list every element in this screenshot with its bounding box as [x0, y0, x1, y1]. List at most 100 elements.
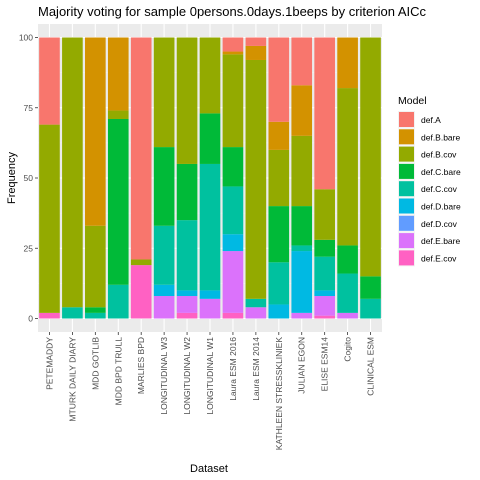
bar-segment: [107, 110, 129, 119]
bar-segment: [360, 276, 381, 299]
y-axis: 0 25 50 75 100: [19, 33, 38, 324]
bar-segment: [337, 312, 358, 319]
legend-swatch: [399, 163, 414, 179]
bars: [39, 37, 381, 319]
bar-segment: [245, 307, 267, 319]
x-tick-label: PETEMADDY: [44, 337, 54, 390]
bar-segment: [130, 265, 152, 319]
bar-segment: [222, 37, 244, 52]
bar-segment: [291, 312, 313, 319]
bar-segment: [268, 206, 290, 263]
legend-title: Model: [398, 95, 427, 107]
bar-segment: [85, 307, 106, 313]
legend-swatch: [399, 250, 414, 266]
bar-segment: [107, 118, 129, 285]
bar-segment: [314, 256, 335, 291]
x-tick-label: ELISE ESM14: [320, 337, 330, 392]
bar-segment: [291, 206, 313, 246]
bar-segment: [314, 189, 335, 240]
bar-segment: [153, 225, 175, 285]
bar-segment: [176, 220, 198, 291]
x-tick-label: LONGITUDINAL W3: [159, 337, 169, 415]
bar-segment: [39, 124, 60, 313]
bar-segment: [291, 251, 313, 313]
bar-segment: [222, 251, 244, 313]
bar-segment: [199, 290, 221, 299]
bar-segment: [314, 296, 335, 316]
chart-title: Majority voting for sample 0persons.0day…: [38, 4, 427, 19]
bar-segment: [153, 147, 175, 226]
legend-label: def.C.bare: [421, 167, 461, 177]
bar-segment: [360, 37, 381, 277]
x-tick-label: LONGITUDINAL W2: [182, 337, 192, 415]
legend-swatch: [399, 146, 414, 162]
bar-segment: [337, 245, 358, 274]
legend-label: def.D.cov: [421, 219, 458, 229]
x-tick-label: KATHLEEN STRESSKLINIEK: [274, 337, 284, 451]
bar-segment: [199, 113, 221, 164]
x-axis: PETEMADDY MTURK DAILY DIARY MDD GOTLIB MDD …: [44, 332, 376, 451]
y-axis-title: Frequency: [6, 152, 18, 204]
bar-segment: [85, 225, 106, 308]
bar-segment: [222, 234, 244, 252]
bar-segment: [245, 298, 267, 308]
bar-segment: [39, 312, 60, 319]
bar-segment: [176, 37, 198, 164]
bar-segment: [39, 37, 60, 125]
bar-segment: [153, 37, 175, 148]
bar-segment: [199, 37, 221, 114]
bar-segment: [314, 290, 335, 297]
bar-segment: [107, 37, 129, 111]
bar-segment: [176, 163, 198, 221]
bar-segment: [222, 51, 244, 55]
legend-label: def.E.bare: [421, 236, 460, 246]
bar-segment: [176, 312, 198, 319]
x-axis-title: Dataset: [190, 463, 228, 475]
y-tick-label: 25: [24, 243, 34, 253]
x-tick-label: Laura ESM 2014: [251, 337, 261, 401]
bar-segment: [222, 186, 244, 235]
bar-segment: [85, 312, 106, 319]
bar-segment: [268, 121, 290, 150]
bar-segment: [85, 37, 106, 226]
legend-label: def.E.cov: [421, 253, 457, 263]
legend-label: def.D.bare: [421, 202, 461, 212]
x-tick-label: MARLIES BPD: [136, 337, 146, 394]
bar-segment: [291, 85, 313, 136]
bar-segment: [337, 37, 358, 89]
x-tick-label: MDD GOTLIB: [90, 337, 100, 390]
bar-segment: [337, 273, 358, 313]
bar-segment: [360, 298, 381, 319]
bar-segment: [245, 45, 267, 60]
legend-label: def.B.cov: [421, 150, 457, 160]
bar-segment: [62, 307, 83, 319]
x-tick-label: MTURK DAILY DIARY: [67, 337, 77, 422]
bar-segment: [176, 296, 198, 313]
x-tick-label: MDD BPD TRULL: [113, 337, 123, 406]
bar-segment: [291, 37, 313, 86]
bar-segment: [153, 284, 175, 297]
bar-segment: [245, 59, 267, 299]
bar-segment: [291, 135, 313, 207]
bar-segment: [130, 259, 152, 266]
bar-segment: [314, 239, 335, 257]
bar-segment: [268, 304, 290, 319]
bar-segment: [222, 54, 244, 148]
bar-segment: [337, 88, 358, 246]
x-tick-label: CLINICAL ESM: [366, 337, 376, 396]
y-tick-label: 75: [24, 103, 34, 113]
y-tick-label: 0: [28, 314, 33, 324]
bar-segment: [107, 284, 129, 319]
bar-segment: [268, 149, 290, 207]
legend-swatch: [399, 233, 414, 249]
bar-segment: [314, 315, 335, 319]
bar-segment: [222, 147, 244, 187]
bar-segment: [245, 37, 267, 46]
legend-swatch: [399, 215, 414, 231]
bar-segment: [130, 37, 152, 260]
y-tick-label: 50: [24, 173, 34, 183]
bar-segment: [268, 37, 290, 122]
legend-swatch: [399, 129, 414, 145]
bar-segment: [199, 163, 221, 291]
